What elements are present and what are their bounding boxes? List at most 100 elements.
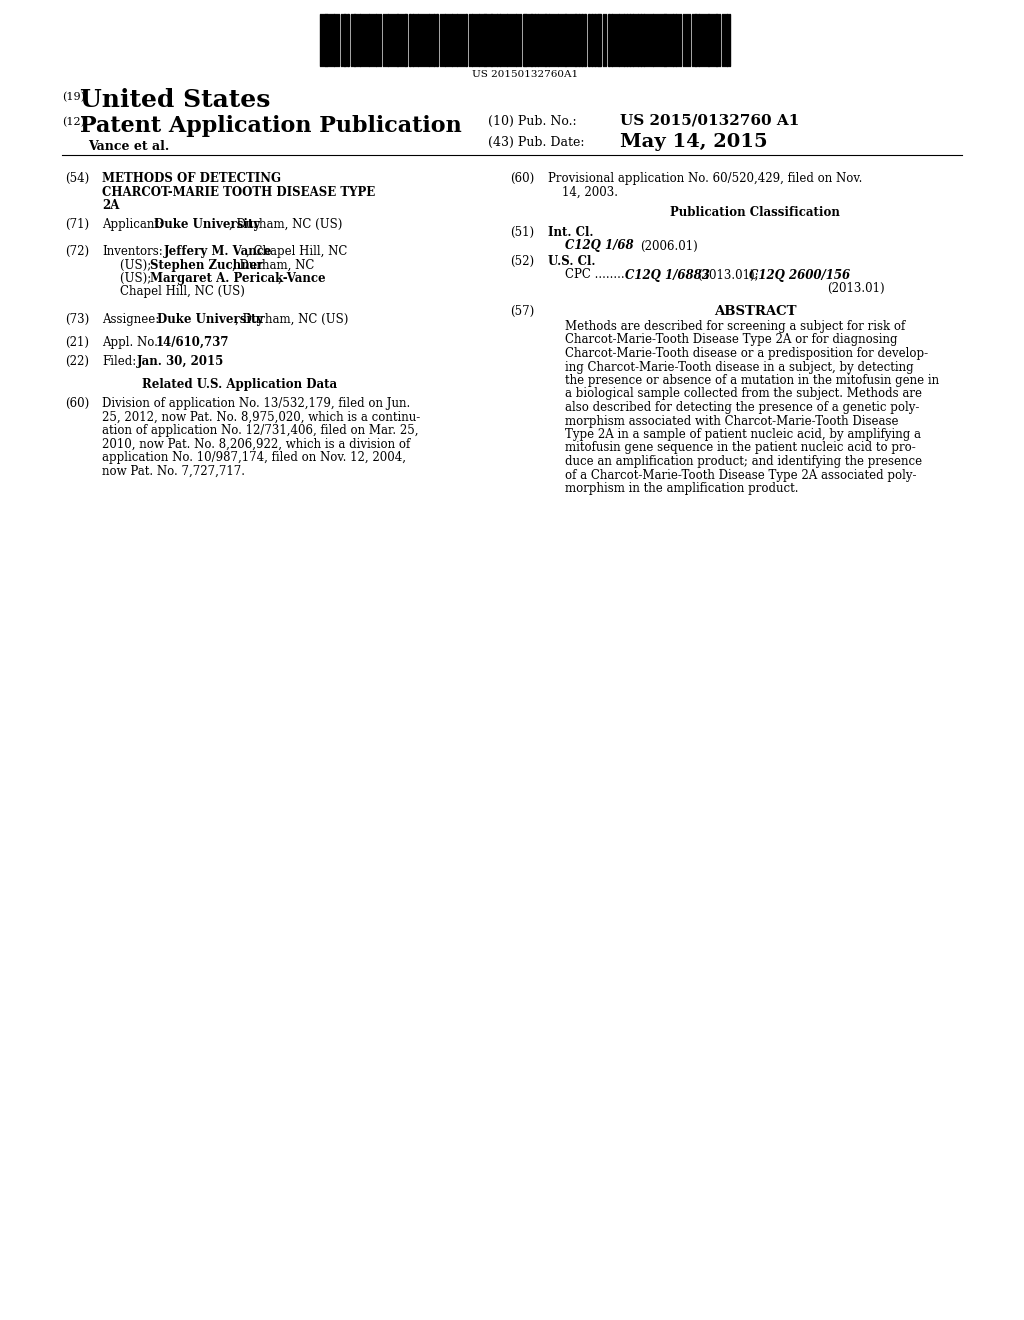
Text: (19): (19) bbox=[62, 92, 85, 103]
Bar bbox=[537, 15, 539, 66]
Text: Assignee:: Assignee: bbox=[102, 313, 160, 326]
Bar bbox=[496, 15, 498, 66]
Bar bbox=[578, 15, 580, 66]
Text: (2013.01);: (2013.01); bbox=[697, 268, 759, 281]
Bar bbox=[465, 15, 467, 66]
Bar bbox=[515, 15, 517, 66]
Bar bbox=[629, 15, 631, 66]
Text: , Durham, NC: , Durham, NC bbox=[232, 259, 314, 272]
Bar bbox=[368, 15, 370, 66]
Bar bbox=[564, 15, 567, 66]
Bar bbox=[672, 15, 674, 66]
Text: (51): (51) bbox=[510, 226, 535, 239]
Text: (10) Pub. No.:: (10) Pub. No.: bbox=[488, 115, 577, 128]
Bar bbox=[456, 15, 458, 66]
Text: May 14, 2015: May 14, 2015 bbox=[620, 133, 768, 150]
Bar bbox=[675, 15, 677, 66]
Text: 2A: 2A bbox=[102, 199, 120, 213]
Text: (71): (71) bbox=[65, 218, 89, 231]
Bar bbox=[581, 15, 583, 66]
Text: Appl. No.:: Appl. No.: bbox=[102, 337, 162, 348]
Text: Filed:: Filed: bbox=[102, 355, 136, 368]
Bar bbox=[584, 15, 586, 66]
Bar bbox=[643, 15, 645, 66]
Text: Duke University: Duke University bbox=[154, 218, 260, 231]
Bar bbox=[353, 15, 356, 66]
Text: a biological sample collected from the subject. Methods are: a biological sample collected from the s… bbox=[565, 388, 922, 400]
Bar bbox=[444, 15, 446, 66]
Bar bbox=[591, 15, 593, 66]
Bar bbox=[451, 15, 453, 66]
Bar bbox=[557, 15, 559, 66]
Text: (US);: (US); bbox=[120, 259, 155, 272]
Bar bbox=[478, 15, 480, 66]
Text: C12Q 1/68: C12Q 1/68 bbox=[565, 239, 634, 252]
Bar bbox=[588, 15, 590, 66]
Bar bbox=[574, 15, 577, 66]
Bar bbox=[640, 15, 642, 66]
Text: (60): (60) bbox=[65, 397, 89, 411]
Bar bbox=[483, 15, 487, 66]
Text: ,: , bbox=[278, 272, 282, 285]
Text: of a Charcot-Marie-Tooth Disease Type 2A associated poly-: of a Charcot-Marie-Tooth Disease Type 2A… bbox=[565, 469, 916, 482]
Text: (43) Pub. Date:: (43) Pub. Date: bbox=[488, 136, 585, 149]
Text: Patent Application Publication: Patent Application Publication bbox=[80, 115, 462, 137]
Bar bbox=[715, 15, 718, 66]
Text: Related U.S. Application Data: Related U.S. Application Data bbox=[142, 378, 338, 391]
Bar bbox=[433, 15, 435, 66]
Bar bbox=[417, 15, 419, 66]
Text: C12Q 2600/156: C12Q 2600/156 bbox=[749, 268, 850, 281]
Text: (52): (52) bbox=[510, 255, 535, 268]
Bar bbox=[608, 15, 610, 66]
Bar bbox=[626, 15, 628, 66]
Text: US 20150132760A1: US 20150132760A1 bbox=[472, 70, 579, 79]
Text: now Pat. No. 7,727,717.: now Pat. No. 7,727,717. bbox=[102, 465, 245, 478]
Text: (57): (57) bbox=[510, 305, 535, 318]
Text: Provisional application No. 60/520,429, filed on Nov.: Provisional application No. 60/520,429, … bbox=[548, 172, 862, 185]
Bar bbox=[632, 15, 634, 66]
Text: Type 2A in a sample of patient nucleic acid, by amplifying a: Type 2A in a sample of patient nucleic a… bbox=[565, 428, 921, 441]
Text: Division of application No. 13/532,179, filed on Jun.: Division of application No. 13/532,179, … bbox=[102, 397, 411, 411]
Text: (12): (12) bbox=[62, 117, 85, 127]
Text: Jan. 30, 2015: Jan. 30, 2015 bbox=[137, 355, 224, 368]
Bar bbox=[594, 15, 596, 66]
Text: Int. Cl.: Int. Cl. bbox=[548, 226, 594, 239]
Bar bbox=[618, 15, 620, 66]
Bar bbox=[611, 15, 613, 66]
Text: 25, 2012, now Pat. No. 8,975,020, which is a continu-: 25, 2012, now Pat. No. 8,975,020, which … bbox=[102, 411, 420, 424]
Bar bbox=[471, 15, 473, 66]
Bar bbox=[404, 15, 407, 66]
Text: U.S. Cl.: U.S. Cl. bbox=[548, 255, 596, 268]
Text: (21): (21) bbox=[65, 337, 89, 348]
Bar bbox=[343, 15, 346, 66]
Text: mitofusin gene sequence in the patient nucleic acid to pro-: mitofusin gene sequence in the patient n… bbox=[565, 441, 915, 454]
Text: ABSTRACT: ABSTRACT bbox=[714, 305, 797, 318]
Text: (22): (22) bbox=[65, 355, 89, 368]
Bar bbox=[652, 15, 654, 66]
Text: US 2015/0132760 A1: US 2015/0132760 A1 bbox=[620, 114, 800, 127]
Bar bbox=[324, 15, 328, 66]
Bar bbox=[359, 15, 361, 66]
Text: ation of application No. 12/731,406, filed on Mar. 25,: ation of application No. 12/731,406, fil… bbox=[102, 424, 419, 437]
Text: Charcot-Marie-Tooth disease or a predisposition for develop-: Charcot-Marie-Tooth disease or a predisp… bbox=[565, 347, 928, 360]
Text: Margaret A. Pericak-Vance: Margaret A. Pericak-Vance bbox=[150, 272, 326, 285]
Bar bbox=[333, 15, 335, 66]
Bar bbox=[623, 15, 625, 66]
Bar bbox=[694, 15, 697, 66]
Bar bbox=[412, 15, 414, 66]
Text: (2006.01): (2006.01) bbox=[640, 239, 697, 252]
Text: (73): (73) bbox=[65, 313, 89, 326]
Text: 14, 2003.: 14, 2003. bbox=[562, 186, 618, 198]
Text: Vance et al.: Vance et al. bbox=[88, 140, 169, 153]
Text: , Durham, NC (US): , Durham, NC (US) bbox=[234, 313, 348, 326]
Bar bbox=[347, 15, 349, 66]
Text: United States: United States bbox=[80, 88, 270, 112]
Bar bbox=[707, 15, 710, 66]
Text: (60): (60) bbox=[510, 172, 535, 185]
Text: application No. 10/987,174, filed on Nov. 12, 2004,: application No. 10/987,174, filed on Nov… bbox=[102, 451, 406, 465]
Bar bbox=[387, 15, 389, 66]
Text: Publication Classification: Publication Classification bbox=[670, 206, 840, 219]
Text: METHODS OF DETECTING: METHODS OF DETECTING bbox=[102, 172, 281, 185]
Text: Chapel Hill, NC (US): Chapel Hill, NC (US) bbox=[120, 285, 245, 298]
Text: C12Q 1/6883: C12Q 1/6883 bbox=[625, 268, 710, 281]
